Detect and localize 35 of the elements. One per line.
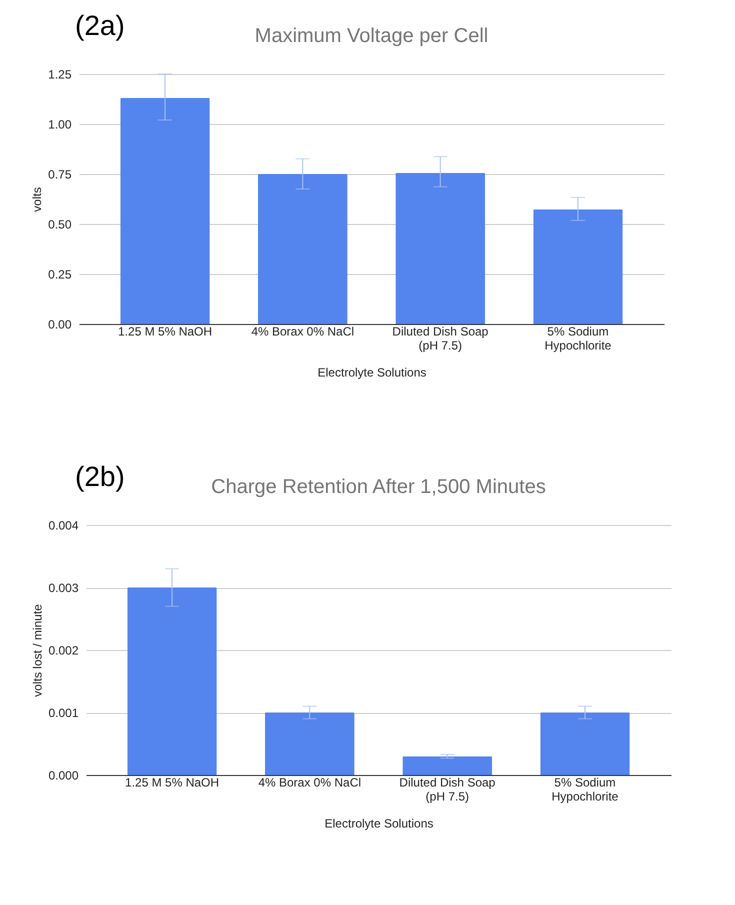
x-tick-label: 5% Sodium Hypochlorite (544, 324, 612, 352)
x-tick-label: Diluted Dish Soap (pH 7.5) (392, 324, 489, 352)
y-tick-label: 0.001 (48, 706, 79, 720)
x-tick-label: 1.25 M 5% NaOH (118, 324, 212, 338)
y-tick-label: 1.00 (48, 118, 72, 132)
bar (264, 712, 354, 775)
y-tick-label: 0.002 (48, 644, 79, 658)
x-tick-label: Diluted Dish Soap (pH 7.5) (399, 776, 496, 804)
x-axis-title: Electrolyte Solutions (318, 366, 426, 380)
y-tick-label: 0.000 (48, 768, 79, 782)
bar (120, 98, 210, 324)
y-tick-label: 1.25 (48, 68, 72, 82)
y-axis-title: volts (30, 187, 44, 212)
x-tick-label: 5% Sodium Hypochlorite (552, 776, 619, 804)
text: (2a) (75, 10, 125, 42)
y-tick-label: 0.25 (48, 268, 72, 282)
x-tick-label: 1.25 M 5% NaOH (125, 776, 220, 790)
bar (540, 712, 630, 775)
bar (402, 756, 492, 775)
y-tick-label: 0.75 (48, 168, 72, 182)
y-tick-label: 0.004 (48, 518, 79, 532)
y-tick-label: 0.50 (48, 218, 72, 232)
chart-title: Maximum Voltage per Cell (254, 25, 488, 47)
x-tick-label: 4% Borax 0% NaCl (251, 324, 354, 338)
chart-title: Charge Retention After 1,500 Minutes (211, 476, 546, 498)
y-axis-title: volts lost / minute (30, 604, 44, 697)
x-axis-title: Electrolyte Solutions (324, 816, 434, 830)
bar (258, 174, 348, 324)
bar (396, 173, 486, 324)
x-tick-label: 4% Borax 0% NaCl (258, 776, 362, 790)
bar (127, 588, 217, 775)
y-tick-label: 0.00 (48, 318, 72, 332)
y-tick-label: 0.003 (48, 581, 79, 595)
bar (533, 209, 623, 324)
text: (2b) (75, 461, 125, 493)
